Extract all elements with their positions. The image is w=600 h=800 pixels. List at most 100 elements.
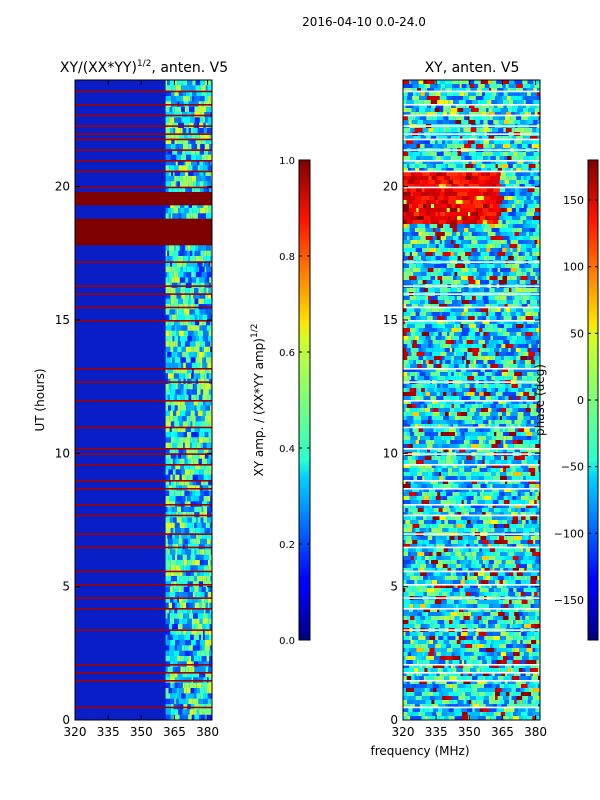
heatmap-cell bbox=[535, 548, 540, 553]
heatmap-cell bbox=[422, 220, 426, 225]
heatmap-cell bbox=[520, 508, 525, 513]
heatmap-cell bbox=[468, 92, 476, 97]
heatmap-cell bbox=[443, 224, 450, 229]
heatmap-cell bbox=[461, 328, 470, 333]
heatmap-cell bbox=[493, 428, 501, 433]
heatmap-cell bbox=[189, 288, 195, 294]
heatmap-cell bbox=[483, 212, 487, 217]
heatmap-cell bbox=[452, 84, 460, 89]
heatmap-cell bbox=[535, 208, 540, 213]
heatmap-cell bbox=[419, 288, 424, 293]
heatmap-cell bbox=[527, 92, 531, 97]
heatmap-cell bbox=[411, 536, 418, 541]
heatmap-cell bbox=[496, 200, 503, 205]
heatmap-cell bbox=[403, 400, 409, 405]
heatmap-cell bbox=[193, 634, 200, 641]
heatmap-cell bbox=[518, 484, 525, 489]
heatmap-cell bbox=[439, 288, 444, 293]
heatmap-cell bbox=[508, 164, 513, 169]
heatmap-cell bbox=[203, 181, 208, 187]
heatmap-cell bbox=[191, 549, 193, 555]
heatmap-cell bbox=[521, 536, 525, 541]
heatmap-cell bbox=[183, 432, 187, 438]
heatmap-cell bbox=[464, 404, 472, 409]
heatmap-cell bbox=[472, 312, 475, 317]
heatmap-cell bbox=[422, 348, 426, 353]
heatmap-cell bbox=[187, 432, 192, 438]
heatmap-cell bbox=[463, 548, 469, 553]
heatmap-cell bbox=[440, 372, 448, 377]
heatmap-cell bbox=[502, 84, 506, 89]
heatmap-cell bbox=[175, 368, 182, 374]
heatmap-cell bbox=[526, 420, 531, 425]
heatmap-cell bbox=[478, 212, 484, 217]
heatmap-cell bbox=[403, 256, 408, 261]
heatmap-cell bbox=[457, 108, 464, 113]
heatmap-cell bbox=[191, 629, 198, 635]
heatmap-cell bbox=[530, 84, 535, 89]
heatmap-cell bbox=[529, 200, 534, 205]
heatmap-cell bbox=[182, 682, 185, 689]
heatmap-cell bbox=[179, 437, 185, 443]
heatmap-cell bbox=[181, 528, 185, 534]
heatmap-cell bbox=[171, 688, 177, 694]
heatmap-cell bbox=[165, 309, 170, 315]
heatmap-cell bbox=[527, 404, 530, 409]
heatmap-cell bbox=[443, 288, 450, 293]
heatmap-cell bbox=[191, 714, 195, 720]
heatmap-cell bbox=[419, 164, 427, 169]
heatmap-cell bbox=[460, 176, 466, 181]
heatmap-cell bbox=[199, 160, 203, 166]
heatmap-cell bbox=[527, 456, 534, 461]
heatmap-cell bbox=[443, 448, 449, 453]
heatmap-cell bbox=[458, 364, 463, 369]
heatmap-cell bbox=[207, 352, 212, 358]
heatmap-cell bbox=[465, 272, 472, 277]
heatmap-cell bbox=[417, 464, 425, 469]
heatmap-cell bbox=[435, 212, 438, 217]
heatmap-cell bbox=[432, 316, 438, 321]
heatmap-cell bbox=[468, 120, 476, 125]
heatmap-cell bbox=[411, 232, 419, 237]
heatmap-cell bbox=[522, 440, 531, 445]
heatmap-cell bbox=[170, 682, 173, 689]
heatmap-cell bbox=[462, 160, 469, 165]
heatmap-cell bbox=[205, 672, 209, 678]
heatmap-cell bbox=[521, 332, 526, 337]
heatmap-cell bbox=[403, 508, 405, 513]
heatmap-cell bbox=[450, 288, 457, 293]
heatmap-cell bbox=[189, 106, 195, 113]
heatmap-cell bbox=[469, 360, 474, 365]
heatmap-cell bbox=[434, 80, 441, 85]
heatmap-cell bbox=[186, 154, 192, 161]
heatmap-cell bbox=[464, 112, 470, 117]
heatmap-cell bbox=[200, 592, 205, 598]
heatmap-cell bbox=[503, 104, 507, 109]
heatmap-cell bbox=[408, 552, 412, 557]
y-tick-label: 15 bbox=[55, 313, 70, 327]
heatmap-cell bbox=[505, 220, 511, 225]
heatmap-cell bbox=[481, 556, 489, 561]
heatmap-cell bbox=[515, 488, 519, 493]
heatmap-cell bbox=[403, 444, 408, 449]
heatmap-cell bbox=[184, 458, 188, 465]
heatmap-cell bbox=[500, 232, 508, 237]
heatmap-cell bbox=[188, 576, 195, 582]
heatmap-cell bbox=[464, 504, 471, 509]
heatmap-cell bbox=[410, 516, 413, 521]
heatmap-cell bbox=[196, 154, 202, 161]
heatmap-cell bbox=[483, 300, 489, 305]
heatmap-cell bbox=[489, 144, 492, 149]
heatmap-cell bbox=[200, 608, 204, 614]
heatmap-cell bbox=[403, 312, 410, 317]
heatmap-cell bbox=[407, 244, 413, 249]
heatmap-cell bbox=[173, 208, 179, 214]
heatmap-cell bbox=[412, 512, 418, 517]
heatmap-cell bbox=[507, 156, 512, 161]
heatmap-cell bbox=[494, 288, 502, 293]
heatmap-cell bbox=[520, 120, 526, 125]
heatmap-cell bbox=[204, 277, 207, 283]
y-tick-label: 5 bbox=[62, 580, 70, 594]
heatmap-cell bbox=[165, 576, 171, 582]
heatmap-cell bbox=[165, 560, 171, 566]
